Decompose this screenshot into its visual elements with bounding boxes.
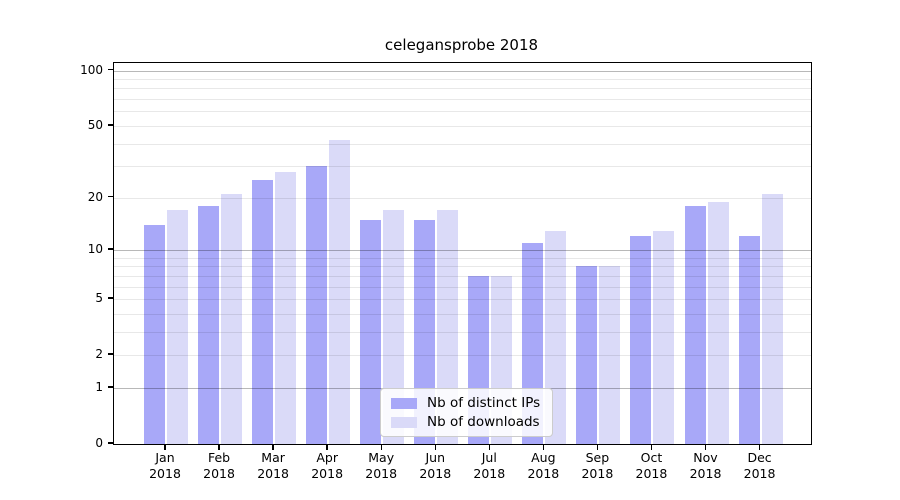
- bar-nb-of-downloads-jun: [437, 210, 459, 444]
- plot-area: [113, 62, 812, 445]
- bar-nb-of-downloads-sep: [599, 266, 621, 444]
- x-tick-label: Aug 2018: [527, 450, 560, 481]
- x-tick-label: Jun 2018: [419, 450, 452, 481]
- gridline-minor: [114, 257, 811, 259]
- gridline-minor: [114, 79, 811, 81]
- y-tick-label: 5: [95, 291, 103, 306]
- x-tick-mark: [326, 444, 328, 450]
- x-tick-mark: [272, 444, 274, 450]
- bar-nb-of-downloads-may: [383, 210, 405, 444]
- x-tick-label: Jul 2018: [473, 450, 506, 481]
- gridline-minor: [114, 275, 811, 277]
- bar-nb-of-downloads-dec: [761, 193, 783, 444]
- legend-label-downloads: Nb of downloads: [427, 414, 540, 430]
- y-tick-label: 2: [95, 347, 103, 362]
- gridline-major: [114, 70, 811, 72]
- y-tick-label: 50: [87, 117, 103, 132]
- bar-nb-of-distinct-ips-nov: [684, 205, 706, 444]
- gridline-major: [114, 250, 811, 251]
- legend-entry-distinct-ips: Nb of distinct IPs: [391, 395, 540, 411]
- bar-nb-of-downloads-feb: [221, 193, 243, 444]
- gridline-minor: [114, 88, 811, 90]
- bar-nb-of-distinct-ips-feb: [198, 205, 220, 444]
- legend-entry-downloads: Nb of downloads: [391, 414, 540, 430]
- x-tick-mark: [488, 444, 490, 450]
- gridline-minor: [114, 313, 811, 315]
- gridline-minor: [114, 355, 811, 357]
- bar-nb-of-distinct-ips-oct: [630, 236, 652, 444]
- gridline-minor: [114, 331, 811, 333]
- bar-nb-of-distinct-ips-jan: [144, 224, 165, 444]
- x-tick-label: Dec 2018: [743, 450, 776, 481]
- x-tick-mark: [650, 444, 653, 450]
- bar-nb-of-downloads-apr: [329, 139, 351, 444]
- x-tick-label: Mar 2018: [257, 450, 289, 481]
- legend-label-distinct-ips: Nb of distinct IPs: [427, 395, 541, 411]
- bar-nb-of-downloads-nov: [707, 201, 729, 444]
- x-tick-label: Apr 2018: [311, 450, 344, 481]
- x-tick-label: Nov 2018: [689, 450, 722, 481]
- x-tick-label: Oct 2018: [635, 450, 668, 481]
- y-tick-mark: [108, 353, 113, 355]
- chart-title: celegansprobe 2018: [384, 36, 539, 54]
- bar-nb-of-distinct-ips-jun: [414, 219, 436, 444]
- x-tick-label: Feb 2018: [203, 450, 235, 481]
- x-tick-mark: [758, 444, 761, 450]
- x-tick-mark: [542, 444, 545, 450]
- y-tick-label: 0: [95, 436, 103, 450]
- x-tick-label: May 2018: [365, 450, 398, 481]
- x-tick-mark: [434, 444, 436, 450]
- bar-nb-of-downloads-mar: [275, 171, 297, 444]
- x-tick-mark: [596, 444, 599, 450]
- bar-nb-of-distinct-ips-dec: [738, 236, 760, 444]
- gridline-minor: [114, 299, 811, 301]
- gridline-minor: [114, 125, 811, 127]
- y-tick-label: 20: [87, 189, 103, 204]
- y-tick-mark: [108, 124, 113, 126]
- gridline-minor: [114, 166, 811, 168]
- y-tick-mark: [108, 297, 113, 299]
- x-tick-mark: [380, 444, 382, 450]
- x-tick-mark: [164, 444, 166, 450]
- y-tick-mark: [108, 442, 113, 444]
- y-tick-mark: [108, 68, 113, 71]
- gridline-minor: [114, 266, 811, 268]
- bar-nb-of-distinct-ips-may: [360, 219, 382, 444]
- bar-nb-of-distinct-ips-mar: [252, 180, 274, 444]
- legend-swatch-distinct-ips-icon: [391, 397, 417, 409]
- bar-nb-of-distinct-ips-apr: [306, 166, 328, 444]
- gridline-minor: [114, 111, 811, 113]
- y-tick-label: 100: [80, 62, 103, 77]
- legend: Nb of distinct IPs Nb of downloads: [380, 388, 554, 437]
- bar-nb-of-downloads-jan: [167, 210, 188, 444]
- bar-nb-of-distinct-ips-sep: [576, 266, 598, 444]
- x-tick-mark: [218, 444, 220, 450]
- x-tick-label: Sep 2018: [581, 450, 614, 481]
- gridline-minor: [114, 99, 811, 101]
- x-tick-label: Jan 2018: [149, 450, 181, 481]
- y-tick-label: 1: [95, 379, 103, 394]
- bar-nb-of-downloads-oct: [653, 230, 675, 444]
- y-tick-label: 10: [87, 242, 103, 256]
- y-tick-mark: [108, 248, 113, 250]
- gridline-minor: [114, 143, 811, 145]
- gridline-minor: [114, 197, 811, 199]
- x-tick-mark: [704, 444, 707, 450]
- legend-swatch-downloads-icon: [391, 416, 417, 428]
- y-tick-mark: [108, 195, 113, 198]
- gridline-minor: [114, 286, 811, 288]
- y-tick-mark: [108, 386, 113, 388]
